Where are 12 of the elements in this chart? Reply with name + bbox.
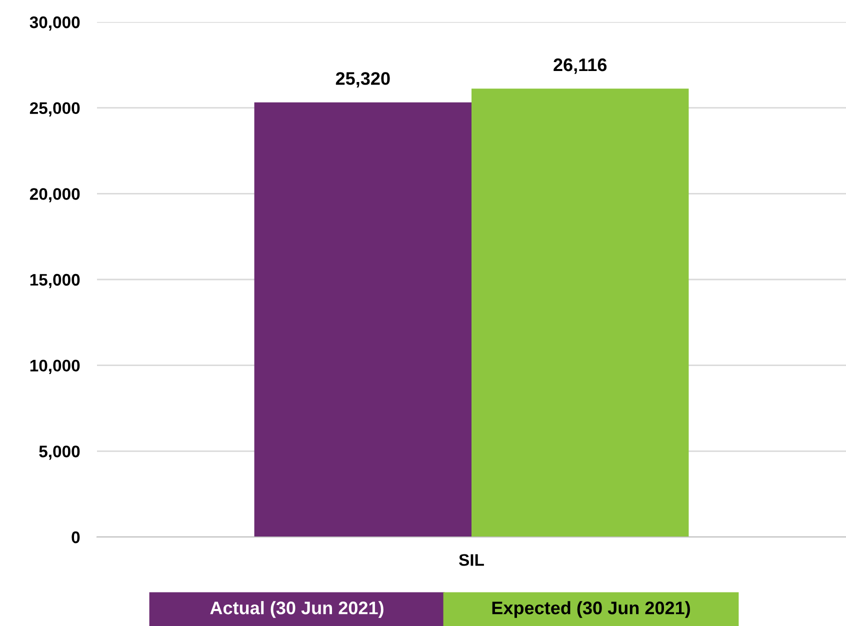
y-tick-label: 5,000 — [39, 446, 80, 460]
y-tick-label: 15,000 — [30, 274, 80, 288]
y-tick-label: 25,000 — [30, 102, 80, 116]
y-tick-label: 0 — [72, 531, 80, 544]
text: 25,320 — [336, 72, 390, 88]
y-tick-label: 20,000 — [30, 188, 80, 202]
text: 26,116 — [554, 58, 607, 74]
text: Expected (30 Jun 2021) — [492, 601, 690, 618]
x-tick-label: SIL — [459, 554, 484, 566]
y-tick-label: 30,000 — [30, 16, 80, 31]
text: Actual (30 Jun 2021) — [210, 601, 384, 618]
y-tick-label: 10,000 — [30, 360, 80, 374]
